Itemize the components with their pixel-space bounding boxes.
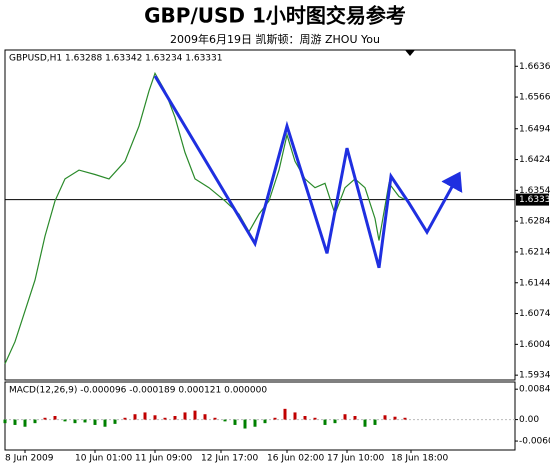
y-tick-label: 0.00 xyxy=(519,415,539,425)
y-tick-label: 1.6354 xyxy=(519,186,550,196)
histogram-bar xyxy=(223,419,227,422)
zigzag-line xyxy=(153,75,463,269)
last-price-label: 1.6333 xyxy=(519,195,550,205)
price-header: GBPUSD,H1 1.63288 1.63342 1.63234 1.6333… xyxy=(9,54,222,64)
histogram-bar xyxy=(263,419,267,424)
x-tick-label: 11 Jun 09:00 xyxy=(135,454,192,463)
subtitle: 2009年6月19日 凯斯顿：周游 ZHOU You xyxy=(170,32,380,46)
histogram-bar xyxy=(203,414,207,420)
y-tick-label: 1.6284 xyxy=(519,217,550,227)
histogram-bar xyxy=(93,419,97,425)
histogram-bar xyxy=(33,419,37,424)
histogram-bar xyxy=(283,408,287,420)
price-pane xyxy=(4,49,516,381)
y-tick-label: 1.6424 xyxy=(519,155,550,165)
histogram-bar xyxy=(193,410,197,420)
y-tick-label: -0.0060 xyxy=(519,437,550,447)
histogram-bar xyxy=(213,417,217,420)
x-tick-label: 10 Jun 01:00 xyxy=(75,454,132,463)
histogram-bar xyxy=(103,419,107,427)
histogram-bar xyxy=(163,417,167,420)
x-tick-label: 8 Jun 2009 xyxy=(5,454,54,463)
histogram-bar xyxy=(123,417,127,420)
y-tick-label: 1.6494 xyxy=(519,124,550,134)
histogram-bar xyxy=(313,417,317,420)
histogram-bar xyxy=(23,419,27,427)
histogram-bar xyxy=(383,415,387,420)
histogram-bar xyxy=(273,417,277,420)
histogram-bar xyxy=(363,419,367,427)
shift-marker xyxy=(405,50,415,56)
histogram-bar xyxy=(293,412,297,420)
y-tick-label: 1.6074 xyxy=(519,309,550,319)
price-line xyxy=(4,71,406,364)
macd-header: MACD(12,26,9) -0.000096 -0.000189 0.0001… xyxy=(9,386,267,396)
y-tick-label: 0.00849 xyxy=(519,385,550,395)
histogram-bar xyxy=(3,419,7,424)
x-tick-label: 12 Jun 17:00 xyxy=(201,454,258,463)
histogram-bar xyxy=(183,412,187,420)
histogram-bar xyxy=(53,416,57,420)
histogram-bar xyxy=(113,419,117,424)
histogram-bar xyxy=(143,412,147,420)
histogram-bar xyxy=(133,414,137,420)
x-tick-label: 16 Jun 02:00 xyxy=(267,454,324,463)
title: GBP/USD 1小时图交易参考 xyxy=(144,4,406,28)
macd-pane xyxy=(4,381,516,451)
y-tick-label: 1.6144 xyxy=(519,278,550,288)
histogram-bar xyxy=(63,419,67,422)
histogram-bar xyxy=(393,416,397,420)
last-price-box xyxy=(516,193,549,206)
histogram-bar xyxy=(43,417,47,420)
histogram-bar xyxy=(353,416,357,420)
histogram-bar xyxy=(153,415,157,420)
histogram-bar xyxy=(403,417,407,420)
histogram-bar xyxy=(343,414,347,420)
y-tick-label: 1.6566 xyxy=(519,93,550,103)
histogram-bar xyxy=(233,419,237,425)
histogram-bar xyxy=(243,419,247,429)
x-tick-label: 18 Jun 18:00 xyxy=(391,454,448,463)
histogram-bar xyxy=(303,416,307,420)
histogram-bar xyxy=(173,416,177,420)
histogram-bar xyxy=(323,419,327,425)
histogram-bar xyxy=(373,419,377,425)
y-tick-label: 1.6004 xyxy=(519,340,550,350)
histogram-bar xyxy=(333,419,337,424)
histogram-bar xyxy=(83,419,87,423)
y-tick-label: 1.6214 xyxy=(519,247,550,257)
x-tick-label: 17 Jun 10:00 xyxy=(327,454,384,463)
histogram-bar xyxy=(73,419,77,424)
y-tick-label: 1.5934 xyxy=(519,371,550,381)
histogram-bar xyxy=(13,419,17,425)
y-tick-label: 1.6636 xyxy=(519,62,550,72)
histogram-bar xyxy=(253,419,257,427)
